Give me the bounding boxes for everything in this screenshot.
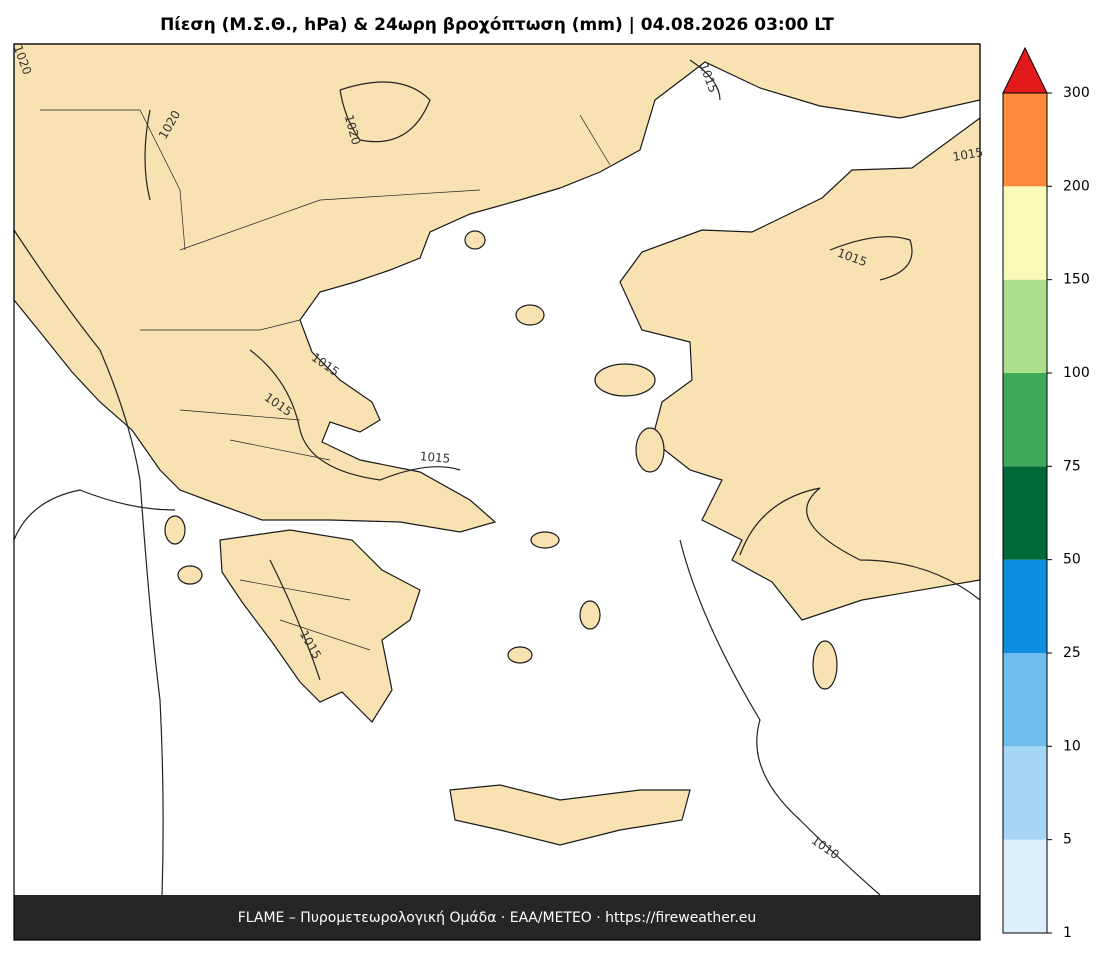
island (579, 600, 601, 630)
island (507, 646, 533, 664)
isobar (739, 487, 981, 601)
colorbar-segment (1003, 653, 1047, 747)
colorbar-extension (1002, 46, 1048, 94)
colorbar-segment (1003, 559, 1047, 653)
island (515, 304, 545, 326)
colorbar-segment (1003, 839, 1047, 933)
title: Πίεση (Μ.Σ.Θ., hPa) & 24ωρη βροχόπτωση (… (160, 15, 834, 35)
isobar (249, 349, 461, 681)
colorbar-tick-label: 1 (1063, 925, 1072, 941)
isobar (689, 59, 913, 281)
island (464, 230, 486, 250)
colorbar-segment (1003, 466, 1047, 560)
isobar-label: 1015 (419, 449, 451, 466)
colorbar-frame (1002, 92, 1048, 934)
footer-bar (14, 895, 980, 940)
colorbar-tick-label: 200 (1063, 178, 1090, 194)
footer-text: FLAME – Πυρομετεωρολογική Ομάδα · ΕΑΑ/ME… (238, 910, 757, 926)
colorbar-segment (1003, 186, 1047, 280)
colorbar-tick-label: 300 (1063, 85, 1090, 101)
borders (40, 109, 611, 651)
colorbar-tick-label: 25 (1063, 645, 1081, 661)
colorbar-segment (1003, 279, 1047, 373)
isobar (13, 489, 176, 541)
island (812, 640, 838, 690)
map-frame (13, 43, 981, 941)
isobar (13, 229, 164, 896)
colorbar-tick-label: 100 (1063, 365, 1090, 381)
land-north (13, 43, 981, 533)
colorbar-segment (1003, 746, 1047, 840)
island (530, 531, 560, 549)
isobar-label: 1015 (952, 145, 985, 164)
map (13, 43, 981, 940)
isobar (144, 81, 431, 201)
colorbar-tick-label: 5 (1063, 832, 1072, 848)
colorbar-tick-label: 150 (1063, 272, 1090, 288)
island (635, 427, 665, 473)
island (594, 363, 656, 397)
colorbar-segment (1003, 93, 1047, 187)
island (164, 515, 186, 545)
land-crete (449, 784, 691, 846)
colorbar-tick-label: 50 (1063, 552, 1081, 568)
island (177, 565, 203, 585)
colorbar-tick-label: 75 (1063, 458, 1081, 474)
colorbar-segment (1003, 373, 1047, 467)
land-peloponnese (219, 529, 421, 723)
land-anatolia (619, 116, 981, 621)
isobar (679, 539, 881, 896)
colorbar-tick-label: 10 (1063, 738, 1081, 754)
